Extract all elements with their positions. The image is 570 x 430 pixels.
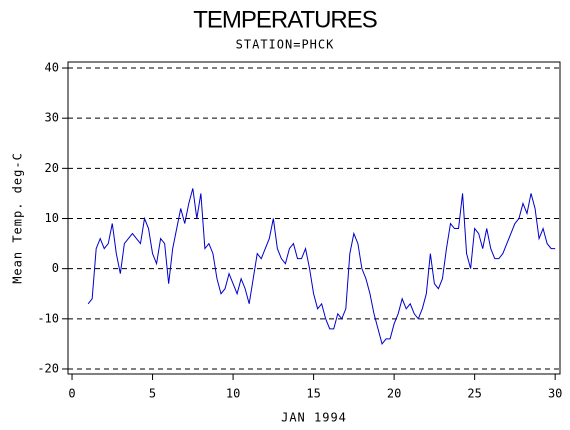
y-tick-label: 40 <box>45 61 59 75</box>
plot-frame <box>67 61 561 375</box>
x-tick-label: 30 <box>548 387 562 401</box>
x-axis-label: JAN 1994 <box>281 411 347 425</box>
y-tick-label: -20 <box>37 361 59 375</box>
y-tick-label: 0 <box>52 261 59 275</box>
data-line <box>87 188 556 345</box>
y-axis-label: Mean Temp. deg-C <box>11 152 25 284</box>
x-tick-label: 25 <box>467 387 481 401</box>
y-tick-label: 20 <box>45 161 59 175</box>
chart-title: TEMPERATURES <box>193 6 377 33</box>
x-tick-label: 15 <box>306 387 320 401</box>
x-tick-label: 20 <box>387 387 401 401</box>
y-tick-label: 10 <box>45 211 59 225</box>
x-tick-label: 5 <box>149 387 156 401</box>
y-tick-label: -10 <box>37 311 59 325</box>
y-tick-label: 30 <box>45 111 59 125</box>
x-tick-label: 0 <box>68 387 75 401</box>
chart-subtitle: STATION=PHCK <box>236 38 335 52</box>
x-tick-label: 10 <box>226 387 240 401</box>
